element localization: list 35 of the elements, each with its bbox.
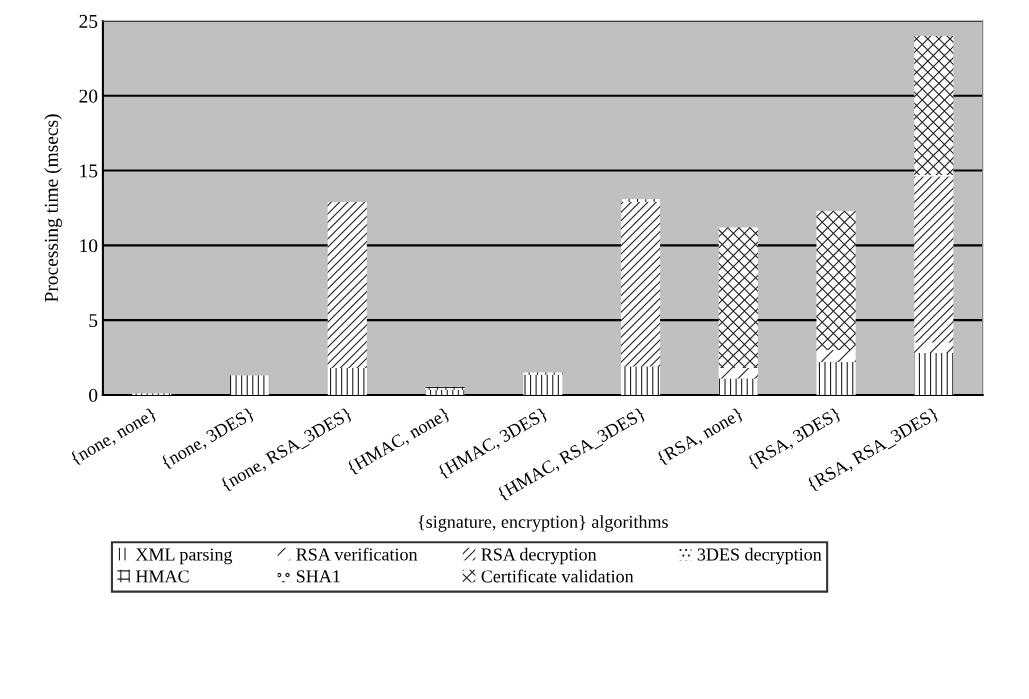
x-axis-title: {signature, encryption} algorithms <box>418 515 668 532</box>
legend-label: HMAC <box>135 570 189 583</box>
legend-label: RSA decryption <box>481 547 597 565</box>
bar <box>718 368 758 379</box>
legend-label: SHA1 <box>296 570 340 583</box>
bar <box>425 389 465 395</box>
bar <box>229 375 270 395</box>
y-tick-label: 10 <box>80 239 98 253</box>
bar <box>523 372 563 375</box>
y-axis-title: Processing time (msecs) <box>44 114 62 302</box>
bar <box>621 198 661 202</box>
bar <box>621 366 661 395</box>
bar <box>816 362 856 395</box>
bar <box>816 210 856 351</box>
bar <box>816 350 856 363</box>
bar <box>523 374 563 395</box>
bar <box>718 378 758 395</box>
bar <box>914 176 954 343</box>
legend-label: Certificate validation <box>481 569 634 583</box>
y-tick-label: 0 <box>89 388 98 402</box>
legend-label: 3DES decryption <box>697 547 822 565</box>
bar <box>914 342 954 354</box>
bar <box>718 227 758 369</box>
y-tick-label: 20 <box>79 89 98 103</box>
y-tick-label: 5 <box>89 314 98 328</box>
bar <box>327 368 367 395</box>
bar <box>914 353 954 395</box>
y-tick-label: 15 <box>80 164 98 178</box>
bar <box>327 201 367 369</box>
y-tick-label: 25 <box>79 14 98 28</box>
legend-label: RSA verification <box>296 547 418 561</box>
legend-label: XML parsing <box>135 548 233 565</box>
bar <box>425 386 465 390</box>
bar <box>621 201 661 367</box>
bar <box>914 35 954 176</box>
